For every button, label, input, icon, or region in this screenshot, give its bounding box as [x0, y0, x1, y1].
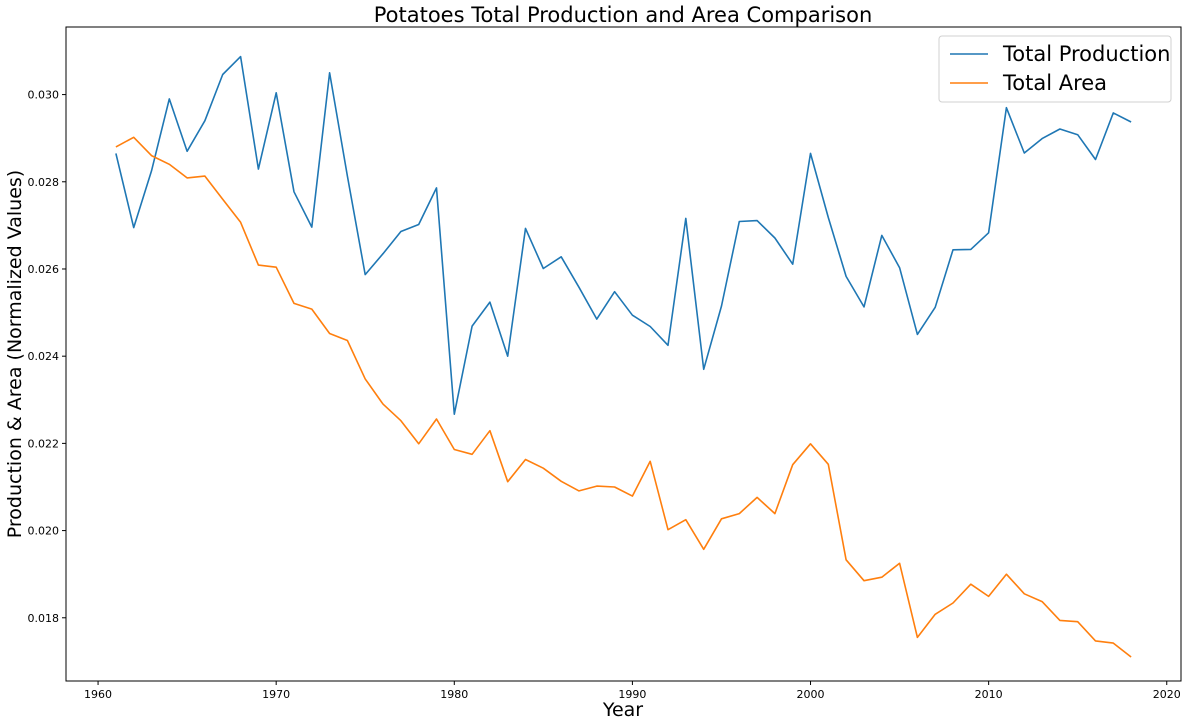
series-group: [115, 55, 1132, 658]
chart-title: Potatoes Total Production and Area Compa…: [374, 3, 873, 27]
legend-label-area: Total Area: [1002, 71, 1107, 95]
y-axis-label: Production & Area (Normalized Values): [4, 170, 26, 538]
x-tick-label: 1980: [440, 688, 468, 701]
plot-area: [65, 26, 1182, 682]
y-tick-label: 0.022: [28, 437, 60, 450]
y-tick-label: 0.030: [28, 89, 60, 102]
x-axis: 1960 1970 1980 1990 2000 2010 2020: [84, 681, 1181, 701]
legend-box: [938, 35, 1172, 103]
production-line: [115, 55, 1132, 416]
legend: Total Production Total Area: [938, 35, 1172, 103]
y-tick-label: 0.020: [28, 525, 60, 538]
y-tick-label: 0.026: [28, 263, 60, 276]
area-line: [115, 136, 1132, 658]
x-tick-label: 2000: [797, 688, 825, 701]
x-tick-label: 2020: [1153, 688, 1181, 701]
x-tick-label: 2010: [975, 688, 1003, 701]
y-axis: 0.018 0.020 0.022 0.024 0.026 0.028 0.030: [28, 89, 66, 625]
legend-label-production: Total Production: [1002, 42, 1170, 66]
x-tick-label: 1970: [262, 688, 290, 701]
y-tick-label: 0.024: [28, 350, 60, 363]
x-tick-label: 1990: [618, 688, 646, 701]
x-tick-label: 1960: [84, 688, 112, 701]
y-tick-label: 0.018: [28, 612, 60, 625]
y-tick-label: 0.028: [28, 176, 60, 189]
x-axis-label: Year: [602, 699, 643, 721]
